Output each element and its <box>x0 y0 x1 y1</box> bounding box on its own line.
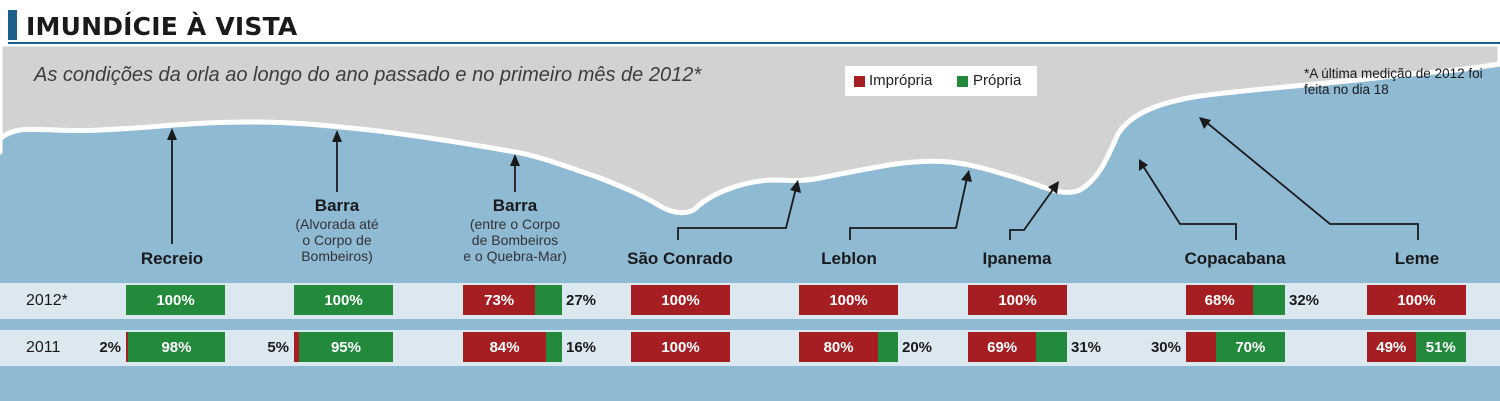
beach-label-recreio: Recreio <box>140 249 204 268</box>
bar-leme-2012-impropria: 100% <box>1367 285 1466 315</box>
arrow-leme <box>1205 121 1419 240</box>
arrow-ipanema <box>1009 187 1055 240</box>
legend-impropria-label: Imprópria <box>869 72 933 89</box>
pointer-arrows <box>171 121 1419 244</box>
bar-leblon-2011-impropria: 80% <box>799 332 879 362</box>
bar-sao-conrado-2012-impropria: 100% <box>631 285 730 315</box>
beach-desc-barra-1-line2: o Corpo de <box>302 232 372 248</box>
bar-barra-alvorada-ate-o-corpo-de-bombeiros-2012-propria: 100% <box>294 285 393 315</box>
land-shape <box>0 44 1500 216</box>
subtitle: As condições da orla ao longo do ano pas… <box>34 64 702 86</box>
legend-propria-swatch <box>957 76 968 87</box>
page-title: IMUNDÍCIE À VISTA <box>26 12 298 41</box>
bar-recreio-2012-propria: 100% <box>126 285 225 315</box>
bar-recreio-2011-impropria-label: 2% <box>99 339 121 356</box>
bar-leme-2011-propria-value: 51% <box>1425 339 1456 356</box>
bar-leblon-2012-impropria-value: 100% <box>829 292 868 309</box>
bar-copacabana-2011-impropria-label: 30% <box>1150 339 1181 356</box>
bar-ipanema-2011-propria-label: 31% <box>1071 339 1102 356</box>
beach-desc-barra-2-line3: e o Quebra-Mar) <box>463 248 567 264</box>
bar-leme-2011-impropria: 49% <box>1367 332 1416 362</box>
bar-leme-2011-propria: 51% <box>1415 332 1466 362</box>
beach-desc-barra-1-line3: Bombeiros) <box>301 248 373 264</box>
bar-ipanema-2012-impropria-value: 100% <box>998 292 1037 309</box>
bar-copacabana-2012-impropria-value: 68% <box>1204 292 1235 309</box>
beach-label-barra-1: Barra <box>314 196 360 215</box>
coastline-drawing <box>0 44 1500 244</box>
header-rule <box>8 42 1500 44</box>
beach-label-ipanema: Ipanema <box>982 249 1052 268</box>
beach-label-sao-conrado: São Conrado <box>627 249 733 268</box>
bar-leblon-2011-impropria-value: 80% <box>823 339 854 356</box>
bar-copacabana-2011-propria: 70% <box>1215 332 1285 362</box>
arrow-heads <box>167 117 1211 194</box>
beach-desc-barra-2-line1: (entre o Corpo <box>469 216 561 232</box>
bar-barra-entre-o-corpo-de-bombeiros-e-o-quebra-mar-2012-propria <box>535 285 562 315</box>
bar-barra-entre-o-corpo-de-bombeiros-e-o-quebra-mar-2011-impropria-value: 84% <box>489 339 520 356</box>
bar-barra-entre-o-corpo-de-bombeiros-e-o-quebra-mar-2012-impropria-value: 73% <box>484 292 515 309</box>
row-label-2012: 2012* <box>26 292 68 309</box>
bar-barra-entre-o-corpo-de-bombeiros-e-o-quebra-mar-2012-impropria: 73% <box>463 285 536 315</box>
bar-leblon-2011-propria-label: 20% <box>902 339 933 356</box>
bar-copacabana-2011-propria-value: 70% <box>1235 339 1266 356</box>
bar-leblon-2012-impropria: 100% <box>799 285 898 315</box>
title-accent-bar <box>8 10 17 40</box>
bar-recreio-2011-impropria <box>126 332 128 362</box>
arrowhead-icon <box>1139 159 1148 171</box>
beach-label-copacabana: Copacabana <box>1184 249 1286 268</box>
bar-sao-conrado-2011-impropria: 100% <box>631 332 730 362</box>
coastline-map: As condições da orla ao longo do ano pas… <box>0 44 1500 401</box>
arrowhead-icon <box>961 170 972 182</box>
legend-impropria-swatch <box>854 76 865 87</box>
bar-ipanema-2011-impropria-value: 69% <box>987 339 1018 356</box>
arrowhead-icon <box>510 154 520 166</box>
row-label-2011: 2011 <box>26 339 61 356</box>
footnote: *A última medição de 2012 foi feita no d… <box>1304 66 1483 97</box>
beach-label-leme: Leme <box>1394 249 1440 268</box>
bar-copacabana-2012-impropria: 68% <box>1186 285 1254 315</box>
bar-leblon-2011-propria <box>878 332 898 362</box>
bar-copacabana-2011-impropria <box>1186 332 1216 362</box>
bar-ipanema-2011-impropria: 69% <box>968 332 1037 362</box>
bar-recreio-2011-propria-value: 98% <box>161 339 192 356</box>
arrowhead-icon <box>1199 117 1211 129</box>
arrow-sao-conrado <box>677 187 797 240</box>
bar-sao-conrado-2011-impropria-value: 100% <box>661 339 700 356</box>
beach-label-barra-2: Barra <box>492 196 538 215</box>
bar-ipanema-2011-propria <box>1036 332 1067 362</box>
bar-sao-conrado-2012-impropria-value: 100% <box>661 292 700 309</box>
bar-ipanema-2012-impropria: 100% <box>968 285 1067 315</box>
arrow-copacabana <box>1142 165 1237 240</box>
legend-propria-label: Própria <box>973 72 1022 89</box>
arrowhead-icon <box>790 180 801 193</box>
bar-barra-entre-o-corpo-de-bombeiros-e-o-quebra-mar-2011-impropria: 84% <box>463 332 547 362</box>
beach-desc-barra-1-line1: (Alvorada até <box>295 216 379 232</box>
bar-barra-alvorada-ate-o-corpo-de-bombeiros-2011-impropria-label: 5% <box>267 339 289 356</box>
bar-recreio-2012-propria-value: 100% <box>156 292 195 309</box>
bar-copacabana-2012-propria <box>1253 285 1285 315</box>
bar-barra-entre-o-corpo-de-bombeiros-e-o-quebra-mar-2012-propria-label: 27% <box>566 292 597 309</box>
arrowhead-icon <box>332 130 342 142</box>
beach-label-leblon: Leblon <box>821 249 877 268</box>
bar-barra-alvorada-ate-o-corpo-de-bombeiros-2011-impropria <box>294 332 299 362</box>
beach-desc-barra-2-line2: de Bombeiros <box>471 232 559 248</box>
bar-barra-alvorada-ate-o-corpo-de-bombeiros-2011-propria-value: 95% <box>330 339 361 356</box>
header: IMUNDÍCIE À VISTA <box>0 0 1500 44</box>
arrow-leblon <box>849 177 968 240</box>
bar-copacabana-2012-propria-label: 32% <box>1289 292 1320 309</box>
bar-barra-alvorada-ate-o-corpo-de-bombeiros-2011-propria: 95% <box>298 332 393 362</box>
bar-leme-2012-impropria-value: 100% <box>1397 292 1436 309</box>
bar-barra-entre-o-corpo-de-bombeiros-e-o-quebra-mar-2011-propria-label: 16% <box>566 339 597 356</box>
legend: Imprópria Própria <box>845 66 1037 96</box>
bar-barra-alvorada-ate-o-corpo-de-bombeiros-2012-propria-value: 100% <box>324 292 363 309</box>
bar-recreio-2011-propria: 98% <box>127 332 225 362</box>
arrowhead-icon <box>167 128 177 140</box>
arrowhead-icon <box>1048 181 1059 194</box>
bar-barra-entre-o-corpo-de-bombeiros-e-o-quebra-mar-2011-propria <box>546 332 562 362</box>
bar-leme-2011-impropria-value: 49% <box>1376 339 1407 356</box>
